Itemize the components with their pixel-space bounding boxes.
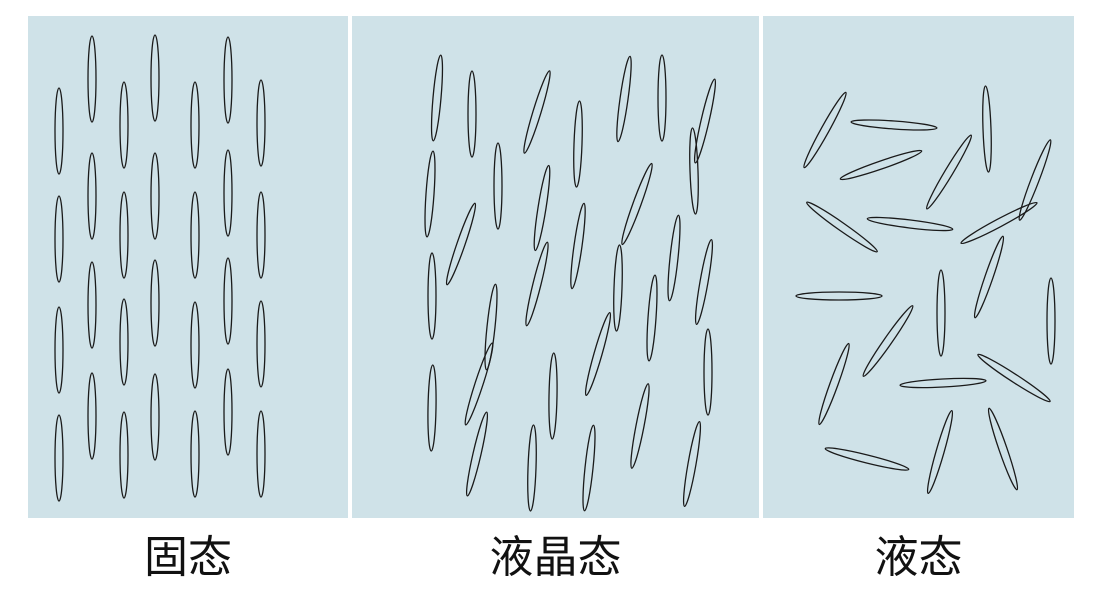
- molecule: [1018, 139, 1052, 221]
- molecule: [936, 269, 946, 357]
- molecule: [150, 152, 160, 240]
- molecule: [87, 372, 97, 460]
- molecule: [613, 244, 623, 332]
- molecule: [223, 368, 233, 456]
- liquid-crystal-label: 液晶态: [489, 532, 622, 583]
- molecule: [646, 274, 658, 362]
- molecule: [850, 119, 938, 131]
- molecule: [256, 191, 266, 279]
- molecule: [190, 410, 200, 498]
- liquid-panel: [763, 16, 1074, 518]
- liquid-molecules: [795, 85, 1056, 494]
- molecule: [689, 127, 699, 215]
- molecule: [667, 214, 681, 302]
- molecule: [190, 81, 200, 169]
- molecule: [427, 252, 437, 340]
- molecule: [223, 257, 233, 345]
- molecule: [657, 54, 667, 142]
- solid-molecules: [54, 34, 266, 502]
- molecule: [87, 152, 97, 240]
- molecule: [982, 85, 992, 173]
- molecule: [818, 342, 850, 426]
- liquid-crystal-panel: [352, 16, 759, 518]
- molecule: [150, 373, 160, 461]
- molecule: [87, 261, 97, 349]
- molecule: [616, 55, 632, 143]
- molecule: [899, 377, 987, 389]
- solid-label: 固态: [144, 532, 232, 583]
- molecule: [584, 312, 612, 396]
- molecule: [445, 202, 477, 286]
- molecule: [621, 162, 653, 246]
- molecule: [54, 414, 64, 502]
- molecule: [977, 353, 1051, 403]
- molecule: [570, 202, 586, 290]
- molecule: [256, 300, 266, 388]
- molecule: [150, 259, 160, 347]
- liquid-crystal-molecules: [424, 54, 717, 512]
- molecule: [525, 241, 549, 327]
- molecule: [119, 191, 129, 279]
- molecule: [694, 238, 714, 326]
- molecule: [926, 410, 954, 494]
- molecule: [430, 54, 444, 142]
- liquid-label: 液态: [874, 532, 963, 583]
- molecule: [256, 79, 266, 167]
- molecule: [190, 191, 200, 279]
- molecule: [573, 100, 583, 188]
- solid-panel: [28, 16, 348, 518]
- molecule: [223, 36, 233, 124]
- molecule: [190, 301, 200, 389]
- molecule: [427, 364, 437, 452]
- molecule: [682, 420, 702, 508]
- molecule: [866, 216, 954, 232]
- molecule: [87, 35, 97, 123]
- molecule: [806, 201, 878, 253]
- molecule: [960, 201, 1038, 245]
- molecule: [1046, 277, 1056, 365]
- molecule: [523, 70, 551, 154]
- molecule: [223, 149, 233, 237]
- molecule: [467, 70, 477, 158]
- molecule: [465, 411, 489, 497]
- molecule: [824, 447, 910, 471]
- molecule: [527, 424, 537, 512]
- molecule: [424, 150, 436, 238]
- molecule: [256, 410, 266, 498]
- molecule: [119, 411, 129, 499]
- molecule: [464, 342, 494, 426]
- molecule: [54, 195, 64, 283]
- molecule: [150, 34, 160, 122]
- molecule: [119, 81, 129, 169]
- molecule: [630, 383, 650, 469]
- molecule: [862, 305, 914, 377]
- molecule: [925, 134, 973, 210]
- molecule: [803, 91, 847, 169]
- molecule: [693, 78, 717, 164]
- molecule: [484, 283, 498, 371]
- molecule: [973, 235, 1005, 319]
- molecule: [54, 306, 64, 394]
- molecule: [119, 298, 129, 386]
- molecule: [54, 87, 64, 175]
- molecule: [839, 149, 923, 181]
- molecule: [493, 142, 503, 230]
- molecule: [703, 328, 713, 416]
- molecule: [987, 407, 1019, 491]
- molecule: [533, 164, 551, 252]
- molecule: [548, 352, 558, 440]
- molecule: [582, 424, 596, 512]
- molecule: [795, 291, 883, 301]
